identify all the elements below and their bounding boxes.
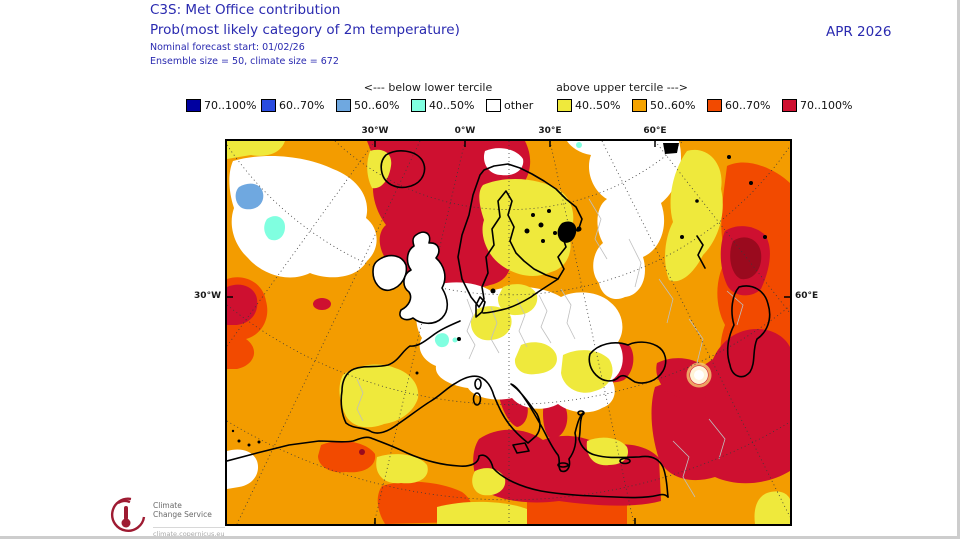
axis-label-top-0w: 0°W: [454, 126, 476, 136]
map-country-borders: [356, 198, 744, 498]
legend-label: 70..100%: [800, 99, 853, 112]
map-lakes: [231, 143, 767, 447]
ireland-coast: [372, 254, 408, 292]
legend-label: 50..60%: [354, 99, 400, 112]
legend-label: 60..70%: [725, 99, 771, 112]
axis-label-left-30w: 30°W: [194, 291, 221, 301]
map-graticule: [227, 141, 790, 524]
legend-label: 60..70%: [279, 99, 325, 112]
legend-item-below-60-70: 60..70%: [261, 99, 336, 112]
africa-coast: [227, 436, 669, 499]
legend-item-below-50-60: 50..60%: [336, 99, 411, 112]
legend-swatch: [486, 99, 501, 112]
baltic-coast: [482, 278, 559, 314]
ensemble-size-text: Ensemble size = 50, climate size = 672: [150, 56, 339, 68]
sicily: [512, 442, 530, 454]
legend-swatch: [782, 99, 797, 112]
map-frame-ticks: [227, 141, 790, 524]
marmara-sea: [577, 410, 585, 416]
legend-item-above-40-50: 40..50%: [557, 99, 632, 112]
legend-swatch: [411, 99, 426, 112]
legend-label: 50..60%: [650, 99, 696, 112]
page-title: C3S: Met Office contribution: [150, 2, 341, 18]
black-sea-coast: [588, 341, 667, 384]
header: C3S: Met Office contribution Prob(most l…: [150, 3, 460, 71]
climate-service-logo-icon: [111, 497, 146, 532]
logo-text: Climate Change Service climate.copernicu…: [153, 501, 225, 536]
legend-item-other: other: [486, 99, 543, 112]
sardinia: [472, 392, 482, 406]
logo-name-line2: Change Service: [153, 510, 212, 520]
arctic-coast: [696, 235, 706, 269]
legend-item-below-70-100: 70..100%: [186, 99, 261, 112]
cyprus: [619, 457, 631, 465]
map-glow-spot: [686, 362, 712, 388]
axis-label-top-30e: 30°E: [538, 126, 562, 136]
axis-label-right-60e: 60°E: [795, 291, 819, 301]
forecast-start-text: Nominal forecast start: 01/02/26: [150, 42, 305, 54]
legend-swatch: [336, 99, 351, 112]
map-coastlines: [227, 150, 771, 499]
legend-label: 40..50%: [575, 99, 621, 112]
legend-item-below-40-50: 40..50%: [411, 99, 486, 112]
legend-item-above-70-100: 70..100%: [782, 99, 857, 112]
legend-swatch: [557, 99, 572, 112]
axis-label-top-30w: 30°W: [361, 126, 389, 136]
great-britain-coast: [399, 231, 449, 325]
legend-above-title: above upper tercile --->: [556, 81, 688, 94]
legend-swatch: [261, 99, 276, 112]
caspian-coast: [726, 285, 771, 378]
logo-name-line1: Climate: [153, 501, 182, 510]
scandinavia-coast: [457, 163, 583, 308]
legend-label: 40..50%: [429, 99, 475, 112]
legend-item-above-60-70: 60..70%: [707, 99, 782, 112]
legend: 70..100% 60..70% 50..60% 40..50% other 4…: [186, 99, 857, 112]
crete: [557, 462, 569, 468]
legend-swatch: [707, 99, 722, 112]
legend-item-above-50-60: 50..60%: [632, 99, 707, 112]
iceland-coast: [380, 150, 426, 189]
legend-swatch: [186, 99, 201, 112]
europe-main-coast: [340, 320, 669, 498]
corsica: [474, 378, 482, 390]
legend-swatch: [632, 99, 647, 112]
map-region-light-blue: [235, 183, 264, 210]
axis-label-top-60e: 60°E: [643, 126, 667, 136]
logo-url: climate.copernicus.eu: [153, 526, 225, 536]
legend-label: 70..100%: [204, 99, 257, 112]
denmark-coast: [475, 296, 486, 318]
map-region-cyan: [264, 142, 582, 348]
map-region-yellow: [227, 141, 790, 524]
copernicus-logo: Climate Change Service climate.copernicu…: [104, 495, 225, 536]
legend-below-title: <--- below lower tercile: [363, 81, 493, 94]
map-canvas: [227, 141, 790, 524]
page-subtitle: Prob(most likely category of 2m temperat…: [150, 22, 460, 39]
forecast-month-label: APR 2026: [826, 24, 892, 40]
legend-label: other: [504, 99, 534, 112]
forecast-map: [225, 139, 792, 526]
